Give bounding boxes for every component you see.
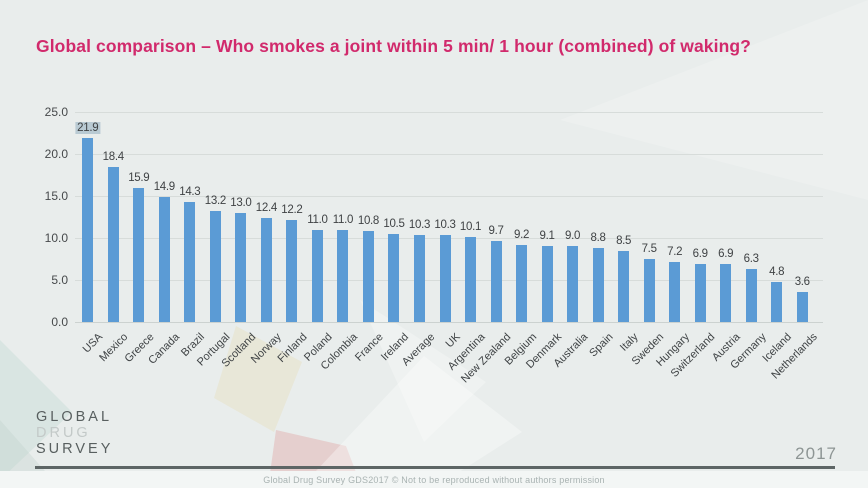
logo-line-drug: DRUG: [36, 425, 91, 441]
bar-value-label: 6.9: [692, 248, 708, 261]
logo-line-survey: SURVEY: [36, 441, 114, 457]
y-axis-tick-label: 10.0: [44, 231, 68, 245]
bar-value-label: 10.3: [434, 219, 456, 232]
bar: [82, 138, 94, 322]
bar-value-label: 15.9: [128, 172, 150, 185]
bar: [158, 196, 170, 322]
bar: [465, 237, 477, 322]
bar: [413, 235, 425, 322]
bar: [516, 244, 528, 322]
bar-value-label: 10.8: [357, 215, 380, 228]
gridline: [75, 112, 823, 113]
bar: [184, 201, 196, 322]
x-axis-label: Spain: [587, 331, 616, 360]
bar-value-label: 6.3: [743, 253, 759, 266]
bar: [107, 167, 119, 322]
bar-value-label: 14.9: [153, 180, 175, 193]
bar: [133, 188, 145, 322]
y-axis-tick-label: 15.0: [44, 189, 68, 203]
bar-value-label: 7.2: [667, 245, 683, 258]
global-drug-survey-logo: GLOBAL DRUG SURVEY: [36, 409, 113, 457]
bar-value-label: 12.4: [255, 201, 277, 214]
bar-value-label: 13.0: [230, 196, 252, 209]
bar-value-label: 18.4: [102, 151, 124, 164]
bar-value-label: 4.8: [769, 265, 785, 278]
bar-value-label: 8.5: [616, 234, 632, 247]
footer-band: Global Drug Survey GDS2017 © Not to be r…: [0, 471, 868, 488]
bar: [235, 212, 247, 322]
bar: [796, 291, 808, 322]
bar: [286, 219, 298, 322]
y-axis-tick-label: 5.0: [51, 273, 68, 287]
gridline: [75, 154, 823, 155]
bar: [618, 250, 630, 322]
bar-value-label: 11.0: [332, 213, 354, 226]
chart-title: Global comparison – Who smokes a joint w…: [36, 36, 751, 56]
bar: [720, 264, 732, 322]
bar: [669, 261, 681, 322]
bar: [490, 240, 502, 322]
copyright-text: Global Drug Survey GDS2017 © Not to be r…: [263, 474, 605, 485]
gridline: [75, 196, 823, 197]
bar-value-label: 9.2: [514, 228, 530, 241]
bar: [541, 245, 553, 322]
bar: [567, 246, 579, 322]
bar-value-label: 10.1: [459, 221, 482, 234]
bar: [439, 235, 451, 322]
bar-value-label: 10.3: [408, 219, 431, 232]
bar: [311, 229, 323, 322]
bar-value-label: 10.5: [383, 217, 405, 230]
y-axis-tick-label: 25.0: [44, 105, 68, 119]
bar: [592, 248, 604, 322]
y-axis-tick-label: 20.0: [44, 147, 68, 161]
bar-value-label: 9.7: [488, 224, 504, 237]
bar: [388, 233, 400, 322]
bar-value-label: 6.9: [718, 248, 734, 261]
bar-value-label: 9.0: [565, 230, 581, 243]
bar-value-label: 7.5: [641, 243, 657, 255]
footer-divider-rule: [35, 466, 835, 469]
y-axis-tick-label: 0.0: [51, 315, 68, 329]
bar-value-label: 12.2: [281, 203, 303, 216]
gridline: [75, 322, 823, 323]
bar: [643, 259, 655, 322]
bar-value-label: 21.9: [75, 122, 101, 135]
bar: [337, 229, 349, 322]
x-axis-label: UK: [443, 331, 463, 351]
logo-line-global: GLOBAL: [36, 409, 113, 425]
bar-value-label: 13.2: [204, 195, 226, 208]
bar-value-label: 8.8: [590, 232, 606, 245]
bar-value-label: 9.1: [539, 229, 555, 242]
bar-value-label: 14.3: [179, 185, 201, 198]
bar: [362, 231, 374, 322]
bar: [745, 269, 757, 322]
bar: [209, 211, 221, 322]
bar-value-label: 11.0: [307, 213, 328, 226]
bar: [771, 281, 783, 322]
bar: [694, 264, 706, 322]
year-label: 2017: [795, 444, 837, 463]
bar: [260, 217, 272, 322]
x-axis-label: France: [353, 331, 386, 364]
bar-value-label: 3.6: [794, 275, 810, 288]
